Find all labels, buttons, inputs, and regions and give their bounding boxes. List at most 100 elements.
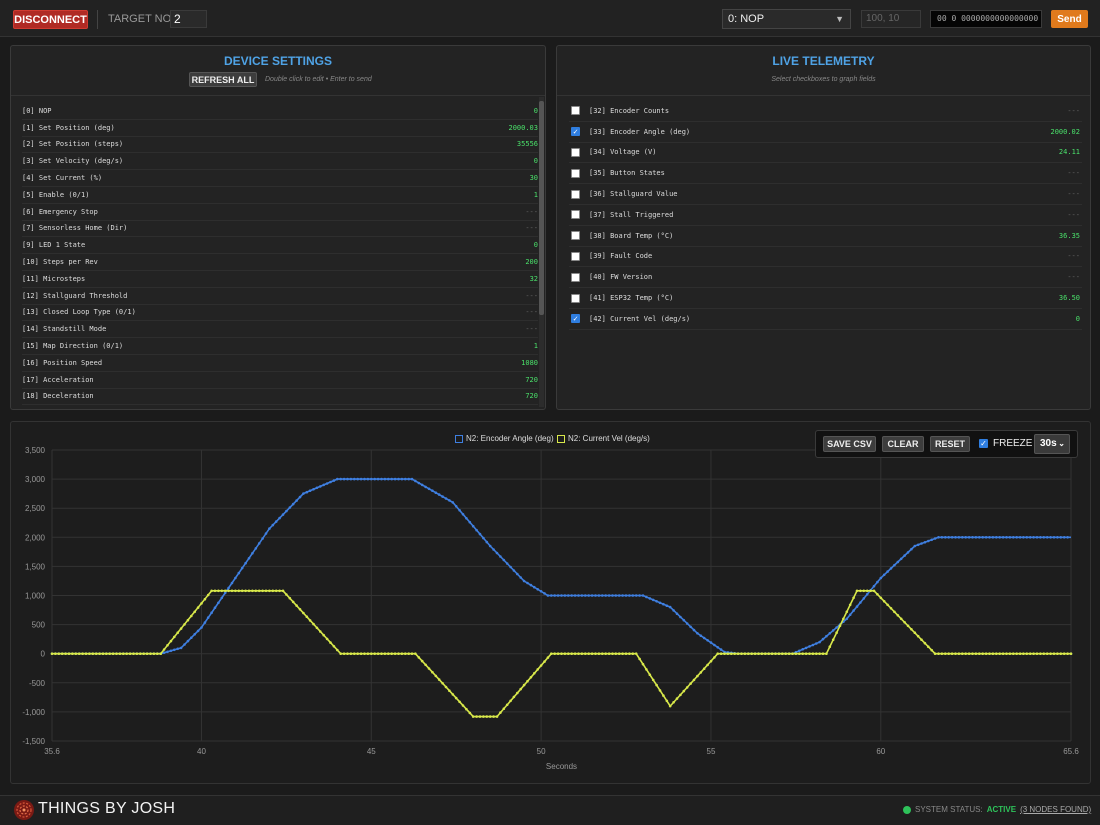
device-settings-header: DEVICE SETTINGS REFRESH ALL Double click… — [11, 46, 545, 96]
settings-row-value[interactable]: 32 — [529, 274, 538, 283]
time-window-value: 30s — [1040, 438, 1057, 449]
settings-row[interactable]: [10] Steps per Rev 200 — [22, 254, 538, 271]
freeze-checkbox[interactable]: ✓ — [979, 439, 988, 448]
settings-row[interactable]: [12] Stallguard Threshold --- — [22, 288, 538, 305]
live-telemetry-panel: LIVE TELEMETRY Select checkboxes to grap… — [556, 45, 1091, 410]
telemetry-graph-checkbox[interactable] — [571, 210, 580, 220]
settings-row-label: [3] Set Velocity (deg/s) — [22, 157, 124, 166]
status-dot-icon — [903, 805, 911, 814]
settings-row[interactable]: [14] Standstill Mode --- — [22, 321, 538, 339]
settings-row[interactable]: [16] Position Speed 1080 — [22, 355, 538, 372]
settings-row[interactable]: [9] LED 1 State 0 — [22, 237, 538, 255]
settings-row-value[interactable]: --- — [525, 291, 538, 300]
status-label: SYSTEM STATUS: — [915, 805, 983, 814]
settings-row-value[interactable]: 35556 — [516, 140, 538, 149]
telemetry-graph-checkbox[interactable] — [571, 272, 580, 282]
legend-item-current-vel[interactable]: N2: Current Vel (deg/s) — [557, 434, 650, 443]
scrollbar-thumb[interactable] — [539, 101, 544, 315]
telemetry-graph-checkbox[interactable] — [571, 231, 580, 241]
logo-icon — [14, 800, 34, 820]
settings-row[interactable]: [7] Sensorless Home (Dir) --- — [22, 221, 538, 238]
settings-row-value[interactable]: 1 — [533, 190, 538, 199]
live-telemetry-header: LIVE TELEMETRY Select checkboxes to grap… — [557, 46, 1090, 96]
telemetry-row-value: 24.11 — [1058, 148, 1080, 157]
send-button[interactable]: Send — [1051, 10, 1088, 28]
settings-row-label: [17] Acceleration — [22, 375, 94, 384]
reset-button[interactable]: RESET — [930, 436, 970, 452]
telemetry-graph-checkbox[interactable] — [571, 251, 580, 261]
settings-row-label: [7] Sensorless Home (Dir) — [22, 224, 128, 233]
settings-row-value[interactable]: 1080 — [521, 358, 538, 367]
settings-row[interactable]: [5] Enable (0/1) 1 — [22, 187, 538, 204]
settings-row[interactable]: [4] Set Current (%) 30 — [22, 170, 538, 187]
settings-row[interactable]: [17] Acceleration 720 — [22, 372, 538, 389]
settings-row-value[interactable]: --- — [525, 308, 538, 317]
settings-row-value[interactable]: --- — [525, 207, 538, 216]
telemetry-row-value: --- — [1067, 190, 1080, 199]
telemetry-row: [34] Voltage (V) 24.11 — [569, 143, 1082, 164]
settings-row[interactable]: [15] Map Direction (0/1) 1 — [22, 338, 538, 355]
legend-item-encoder-angle[interactable]: N2: Encoder Angle (deg) — [455, 434, 554, 443]
settings-row-value[interactable]: 200 — [525, 258, 538, 267]
settings-row-value[interactable]: 0 — [533, 106, 538, 115]
telemetry-row: [39] Fault Code --- — [569, 247, 1082, 268]
telemetry-row-value: 36.35 — [1058, 231, 1080, 240]
telemetry-graph-checkbox[interactable] — [571, 189, 580, 199]
settings-row[interactable]: [0] NOP 0 — [22, 103, 538, 120]
telemetry-graph-checkbox[interactable] — [571, 293, 580, 303]
telemetry-row-value: --- — [1067, 169, 1080, 178]
settings-row[interactable]: [13] Closed Loop Type (0/1) --- — [22, 305, 538, 322]
telemetry-row-label: [36] Stallguard Value — [589, 190, 678, 199]
hex-frame-field[interactable]: 00 0 0000000000000000 — [930, 10, 1042, 28]
target-node-label: TARGET NODE — [108, 13, 187, 25]
settings-row-value[interactable]: 0 — [533, 157, 538, 166]
command-select-value: 0: NOP — [728, 13, 765, 25]
legend-label: N2: Current Vel (deg/s) — [568, 434, 650, 443]
footer — [0, 795, 1100, 825]
telemetry-graph-checkbox[interactable]: ✓ — [571, 127, 580, 137]
telemetry-graph-checkbox[interactable]: ✓ — [571, 314, 580, 324]
telemetry-row: [41] ESP32 Temp (°C) 36.50 — [569, 288, 1082, 309]
settings-row-label: [12] Stallguard Threshold — [22, 291, 128, 300]
settings-row-value[interactable]: 0 — [533, 241, 538, 250]
disconnect-button[interactable]: DISCONNECT — [13, 10, 88, 29]
settings-row-value[interactable]: 720 — [525, 375, 538, 384]
telemetry-graph-checkbox[interactable] — [571, 147, 580, 157]
telemetry-row-label: [32] Encoder Counts — [589, 106, 670, 115]
settings-row-value[interactable]: 30 — [529, 174, 538, 183]
settings-row[interactable]: [1] Set Position (deg) 2000.03 — [22, 120, 538, 137]
nodes-found-link[interactable]: (3 NODES FOUND) — [1020, 805, 1092, 814]
settings-row-value[interactable]: 720 — [525, 392, 538, 401]
settings-row[interactable]: [11] Microsteps 32 — [22, 271, 538, 288]
telemetry-row-value: 2000.02 — [1050, 127, 1080, 136]
settings-row-value[interactable]: --- — [525, 224, 538, 233]
device-settings-scrollbar[interactable] — [539, 97, 544, 407]
telemetry-graph-checkbox[interactable] — [571, 106, 580, 116]
command-select[interactable]: 0: NOP ▼ — [722, 9, 851, 29]
telemetry-row: [35] Button States --- — [569, 163, 1082, 185]
device-settings-title: DEVICE SETTINGS — [223, 54, 333, 68]
settings-row-value[interactable]: 2000.03 — [508, 123, 538, 132]
settings-row-label: [2] Set Position (steps) — [22, 140, 124, 149]
clear-button[interactable]: CLEAR — [882, 436, 924, 452]
telemetry-graph-checkbox[interactable] — [571, 168, 580, 178]
telemetry-row-label: [39] Fault Code — [589, 252, 653, 261]
legend-swatch — [455, 434, 463, 443]
live-telemetry-title: LIVE TELEMETRY — [772, 54, 875, 68]
refresh-all-button[interactable]: REFRESH ALL — [189, 72, 257, 87]
device-settings-list: [0] NOP 0 [1] Set Position (deg) 2000.03 [2]… — [22, 103, 538, 406]
target-node-input[interactable]: 2 — [170, 10, 207, 28]
command-args-input[interactable]: 100, 10 — [861, 10, 921, 28]
settings-row-value[interactable]: 1 — [533, 342, 538, 351]
telemetry-row-label: [41] ESP32 Temp (°C) — [589, 294, 674, 303]
telemetry-row: ✓ [42] Current Vel (deg/s) 0 — [569, 309, 1082, 330]
settings-row[interactable]: [3] Set Velocity (deg/s) 0 — [22, 153, 538, 171]
time-window-select[interactable]: 30s ⌄ — [1034, 434, 1070, 454]
save-csv-button[interactable]: SAVE CSV — [823, 436, 876, 452]
settings-row-value[interactable]: --- — [525, 325, 538, 334]
chevron-down-icon: ▼ — [835, 14, 844, 24]
telemetry-row: [37] Stall Triggered --- — [569, 205, 1082, 226]
settings-row[interactable]: [2] Set Position (steps) 35556 — [22, 137, 538, 154]
settings-row[interactable]: [6] Emergency Stop --- — [22, 204, 538, 221]
settings-row[interactable]: [18] Deceleration 720 — [22, 389, 538, 406]
